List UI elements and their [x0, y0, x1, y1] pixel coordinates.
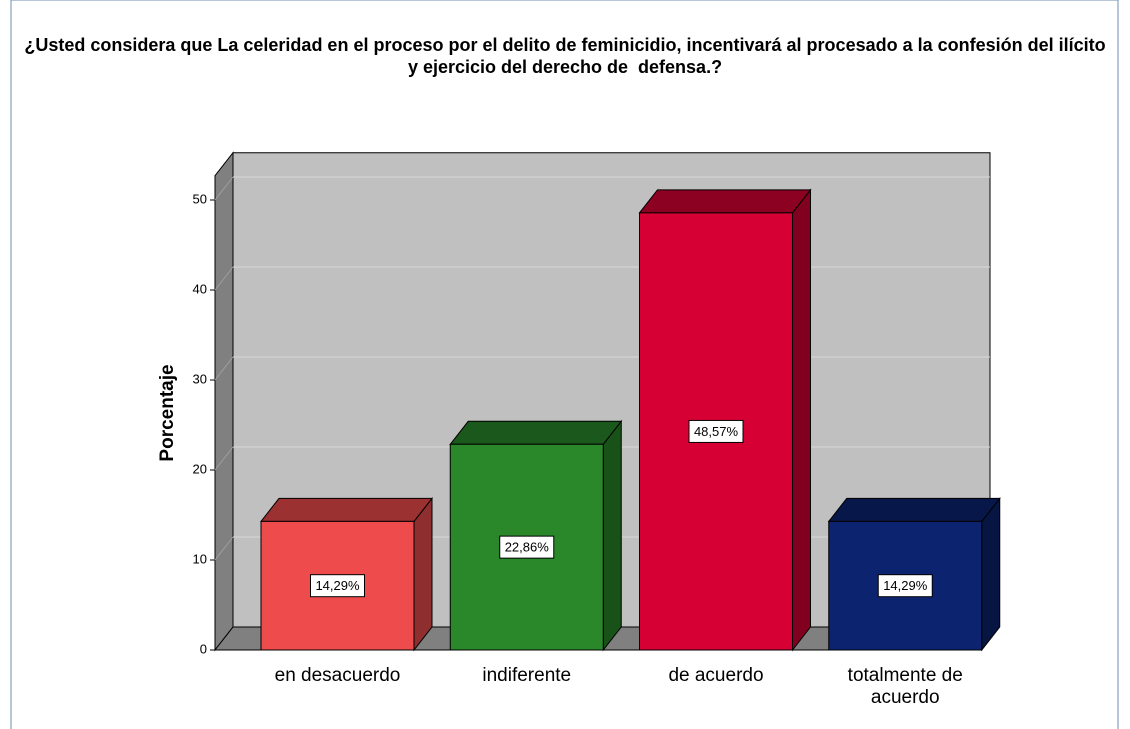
bar-side	[602, 419, 622, 652]
y-tick-label: 50	[193, 191, 207, 206]
x-tick-label: totalmente de acuerdo	[847, 665, 963, 708]
left-wall	[214, 151, 234, 652]
value-label: 48,57%	[694, 424, 739, 439]
frame	[10, 0, 1119, 729]
bar-top	[259, 497, 434, 522]
value-label: 14,29%	[883, 578, 928, 593]
grid-line	[214, 176, 234, 201]
bar-top	[638, 189, 812, 214]
y-tick-label: 40	[193, 281, 207, 296]
y-tick-label: 20	[193, 461, 207, 476]
value-label-box	[877, 574, 933, 598]
bar-top	[827, 497, 1001, 522]
y-tick-label: 0	[200, 641, 207, 656]
grid-line	[214, 266, 234, 291]
value-label-box	[310, 574, 365, 598]
grid-line	[214, 446, 234, 471]
bar-side	[792, 188, 811, 652]
bar-side	[413, 496, 433, 652]
chart-title: ¿Usted considera que La celeridad en el …	[24, 35, 1111, 77]
bar-side	[981, 496, 1001, 652]
bar-top	[449, 420, 623, 445]
value-label: 22,86%	[505, 540, 550, 555]
x-tick-label: en desacuerdo	[274, 665, 401, 686]
grid-line	[214, 536, 234, 561]
y-tick-label: 10	[193, 551, 207, 566]
y-tick-label: 30	[193, 371, 207, 386]
value-label-box	[688, 419, 744, 443]
y-axis-label: Porcentaje	[157, 364, 178, 461]
grid-line	[214, 356, 234, 381]
x-tick-label: indiferente	[482, 665, 572, 686]
x-tick-label: de acuerdo	[668, 665, 764, 686]
value-label: 14,29%	[315, 578, 360, 593]
value-label-box	[499, 535, 555, 559]
